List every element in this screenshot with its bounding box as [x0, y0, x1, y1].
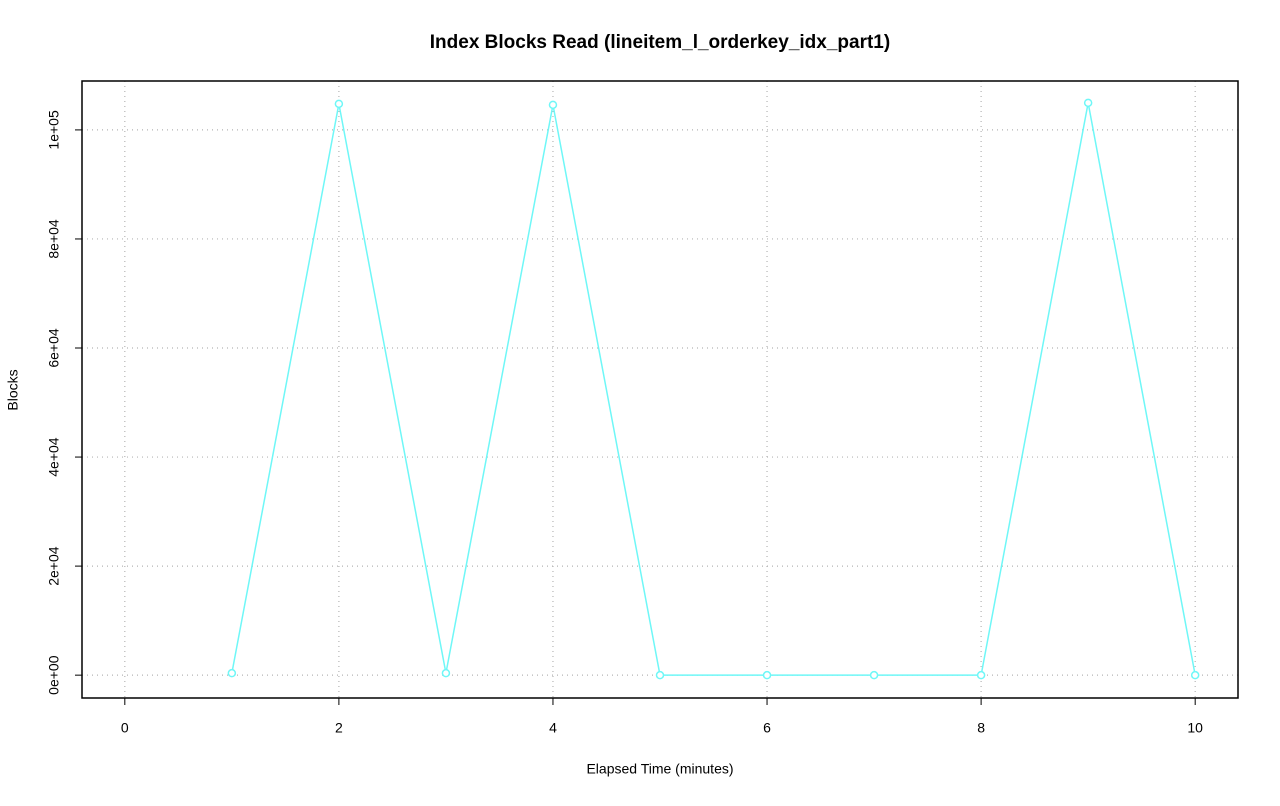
data-point: [655, 670, 665, 680]
y-axis-label: Blocks: [5, 369, 21, 410]
y-tick-label: 8e+04: [46, 219, 62, 259]
series-line: [231, 102, 1196, 676]
data-point: [1190, 670, 1200, 680]
data-point: [976, 670, 986, 680]
chart-title: Index Blocks Read (lineitem_l_orderkey_i…: [430, 32, 890, 53]
data-point: [548, 100, 558, 110]
plot-frame: [81, 80, 1239, 699]
data-point: [227, 668, 237, 678]
data-point: [441, 668, 451, 678]
x-tick-label: 6: [763, 720, 771, 736]
y-tick-label: 2e+04: [46, 546, 62, 586]
data-point: [1083, 98, 1093, 108]
x-tick-label: 0: [121, 720, 129, 736]
y-tick-label: 1e+05: [46, 110, 62, 150]
x-axis-label: Elapsed Time (minutes): [586, 761, 733, 777]
data-point: [869, 670, 879, 680]
y-tick-label: 0e+00: [46, 655, 62, 695]
y-tick-label: 4e+04: [46, 437, 62, 477]
data-point: [334, 99, 344, 109]
x-tick-label: 8: [977, 720, 985, 736]
x-tick-label: 4: [549, 720, 557, 736]
data-point: [762, 670, 772, 680]
x-tick-label: 2: [335, 720, 343, 736]
x-tick-label: 10: [1187, 720, 1203, 736]
y-tick-label: 6e+04: [46, 328, 62, 368]
